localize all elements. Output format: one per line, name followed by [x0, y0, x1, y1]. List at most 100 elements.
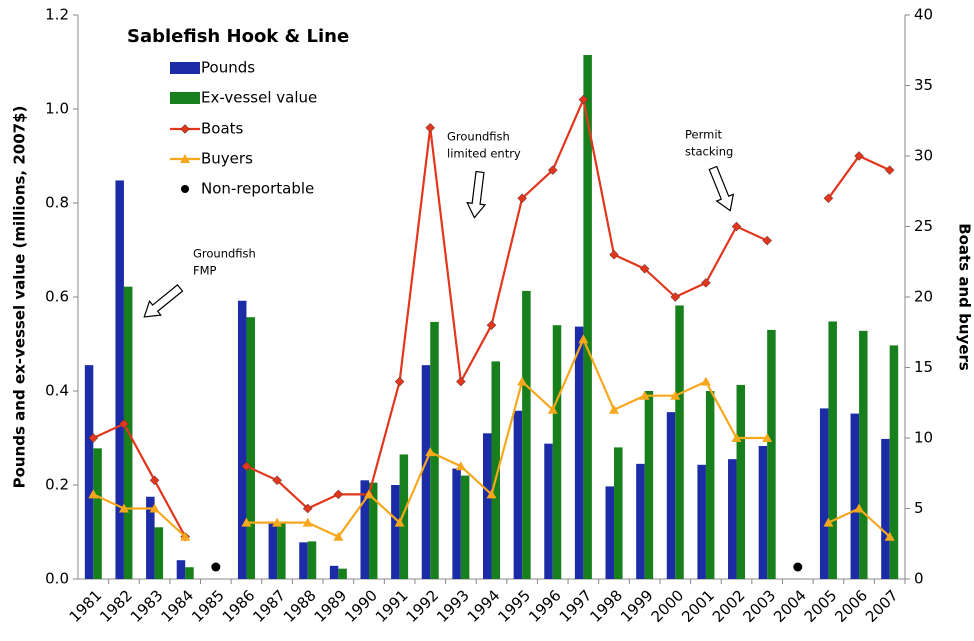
- legend-label: Boats: [201, 120, 244, 138]
- y-tick-label: 0.2: [45, 476, 69, 494]
- x-tick-label: 2003: [739, 586, 779, 626]
- y2-tick-label: 15: [914, 358, 933, 376]
- bar: [828, 321, 837, 579]
- bar: [881, 438, 890, 579]
- data-point: [486, 489, 497, 499]
- x-tick-label: 1982: [96, 586, 136, 626]
- legend-swatch: [170, 92, 200, 104]
- bar: [697, 464, 706, 579]
- bar: [889, 345, 899, 579]
- x-tick-label: 1995: [494, 586, 534, 626]
- annotation: Groundfish: [447, 130, 510, 144]
- bar: [819, 408, 829, 579]
- annotation: stacking: [685, 145, 733, 159]
- legend-swatch: [170, 62, 200, 74]
- x-tick-label: 1983: [127, 586, 167, 626]
- x-tick-label: 1989: [311, 586, 351, 626]
- x-tick-label: 2007: [862, 586, 902, 626]
- data-point: [272, 475, 282, 486]
- bar: [246, 317, 255, 579]
- data-point: [88, 489, 99, 499]
- bar: [421, 365, 431, 579]
- y2-tick-label: 0: [914, 570, 924, 588]
- x-tick-label: 1994: [464, 586, 504, 626]
- data-point: [333, 489, 344, 500]
- bar: [675, 305, 684, 579]
- x-tick-label: 2000: [648, 586, 688, 626]
- data-point: [394, 517, 405, 527]
- x-tick-label: 1988: [280, 586, 320, 626]
- bar: [368, 482, 378, 579]
- data-point: [241, 461, 252, 472]
- y-tick-label: 0.8: [45, 194, 69, 212]
- y-tick-label: 1.2: [45, 6, 69, 24]
- bar: [391, 485, 400, 579]
- y-tick-label: 0.0: [45, 570, 69, 588]
- y-tick-label: 0.6: [45, 288, 69, 306]
- data-point: [854, 503, 865, 513]
- data-point: [793, 562, 803, 572]
- x-tick-label: 1991: [372, 586, 412, 626]
- data-point: [517, 376, 528, 386]
- y-axis-label: Pounds and ex-vessel value (millions, 20…: [11, 106, 29, 489]
- y-tick-label: 0.4: [45, 382, 69, 400]
- bar: [605, 486, 615, 579]
- data-point: [149, 475, 160, 486]
- bar: [491, 361, 500, 579]
- bar: [268, 522, 278, 579]
- data-point: [211, 562, 221, 572]
- bar: [299, 542, 308, 579]
- bar: [154, 527, 164, 579]
- data-point: [609, 404, 620, 414]
- data-point: [700, 376, 711, 386]
- bar: [329, 565, 339, 579]
- data-point: [578, 334, 589, 344]
- data-point: [639, 263, 650, 274]
- x-tick-label: 2002: [709, 586, 749, 626]
- bar: [552, 325, 562, 579]
- legend-label: Buyers: [201, 150, 253, 168]
- y2-tick-label: 25: [914, 217, 933, 235]
- y2-tick-label: 35: [914, 76, 933, 94]
- bar: [185, 567, 194, 579]
- bar: [452, 468, 461, 579]
- x-tick-label: 1984: [157, 586, 197, 626]
- arrow: [708, 165, 735, 212]
- bar: [338, 568, 347, 579]
- data-point: [180, 531, 191, 541]
- bar: [277, 522, 286, 579]
- data-point: [272, 517, 283, 527]
- legend-label: Non-reportable: [201, 180, 314, 198]
- bar: [430, 321, 439, 579]
- legend-marker: [180, 124, 190, 134]
- bar: [237, 300, 247, 579]
- y2-tick-label: 20: [914, 288, 933, 306]
- bar: [307, 541, 317, 579]
- data-point: [701, 278, 711, 288]
- bar: [666, 412, 676, 579]
- bar: [644, 391, 654, 579]
- data-point: [333, 531, 344, 541]
- data-point: [88, 433, 99, 443]
- data-point: [823, 193, 834, 204]
- x-tick-label: 1998: [586, 586, 626, 626]
- x-tick-label: 1987: [249, 586, 289, 626]
- data-point: [762, 433, 773, 442]
- x-tick-label: 1981: [66, 586, 106, 626]
- x-tick-label: 2005: [801, 586, 841, 626]
- annotation: Groundfish: [193, 247, 256, 261]
- data-point: [425, 447, 436, 457]
- bar: [146, 496, 155, 579]
- x-tick-label: 2001: [678, 586, 718, 626]
- data-point: [486, 320, 497, 331]
- data-point: [670, 292, 681, 302]
- bar: [544, 443, 553, 579]
- data-point: [884, 531, 895, 541]
- data-point: [731, 221, 742, 232]
- data-point: [456, 376, 466, 387]
- bar: [513, 410, 523, 579]
- x-tick-label: 1997: [556, 586, 596, 626]
- annotation: FMP: [193, 264, 217, 278]
- y2-tick-label: 30: [914, 147, 933, 165]
- bar: [399, 454, 409, 579]
